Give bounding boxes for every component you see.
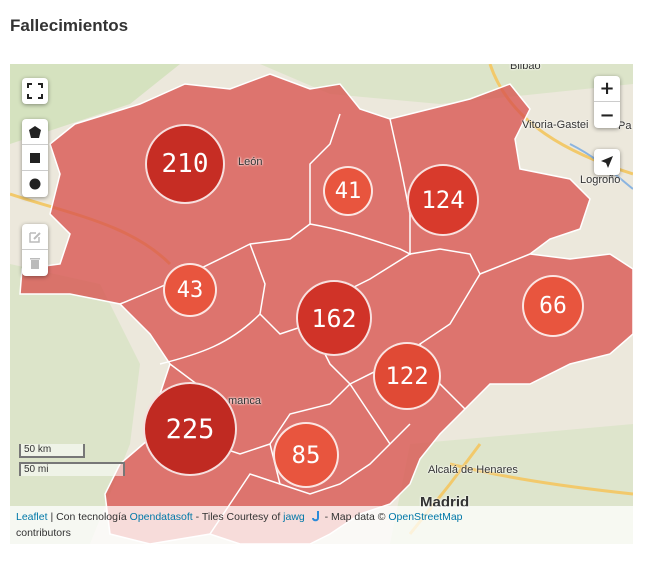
jawg-logo-icon: [311, 511, 319, 522]
location-arrow-icon: [601, 156, 613, 168]
province-border: [349, 383, 391, 445]
fullscreen-button[interactable]: [22, 78, 48, 104]
polygon-icon: [29, 125, 41, 138]
attribution-text: contributors: [16, 527, 71, 539]
cluster-marker[interactable]: 43: [163, 263, 217, 317]
basemap-label-leon: León: [238, 156, 263, 168]
cluster-marker[interactable]: 162: [296, 280, 372, 356]
zoom-in-button[interactable]: +: [594, 76, 620, 102]
basemap-label-bilbao: Bilbao: [510, 64, 541, 72]
cluster-marker[interactable]: 122: [373, 342, 441, 410]
province-border: [309, 118, 411, 256]
map-attribution: Leaflet | Con tecnología Opendatasoft - …: [10, 506, 633, 544]
circle-icon: [29, 178, 41, 190]
draw-toolbar: [22, 119, 48, 197]
map-container[interactable]: Bilbao Vitoria-Gastei Pa Logroño León ma…: [10, 64, 633, 544]
attribution-text: | Con tecnología: [47, 511, 130, 523]
basemap-label-logrono: Logroño: [580, 174, 621, 186]
locate-button[interactable]: [594, 149, 620, 175]
basemap-green-area: [10, 64, 180, 144]
zoom-control: + −: [594, 76, 620, 128]
scale-mi: 50 mi: [19, 462, 125, 476]
zoom-out-button[interactable]: −: [599, 104, 615, 126]
draw-circle-button[interactable]: [22, 171, 48, 197]
cluster-count: 66: [539, 293, 567, 319]
cluster-marker[interactable]: 85: [273, 422, 339, 488]
basemap-label-vitoria: Vitoria-Gastei: [522, 119, 589, 131]
cluster-marker[interactable]: 124: [407, 164, 479, 236]
fullscreen-icon: [27, 83, 43, 99]
cluster-marker[interactable]: 41: [323, 166, 373, 216]
draw-polygon-button[interactable]: [22, 119, 48, 145]
attribution-text: - Tiles Courtesy of: [192, 511, 284, 523]
basemap-label-pa: Pa: [618, 120, 632, 132]
edit-icon: [29, 231, 41, 243]
leaflet-link[interactable]: Leaflet: [16, 511, 48, 523]
attribution-text: - Map data ©: [324, 511, 389, 523]
edit-layers-button[interactable]: [22, 224, 48, 250]
rectangle-icon: [30, 152, 40, 163]
cluster-count: 162: [311, 303, 357, 333]
cluster-count: 225: [165, 413, 215, 445]
cluster-count: 210: [161, 149, 209, 179]
locate-control: [594, 149, 620, 175]
basemap-label-alcala: Alcalá de Henares: [428, 464, 518, 476]
basemap-green-area: [260, 64, 633, 104]
cluster-marker[interactable]: 66: [522, 275, 584, 337]
cluster-count: 43: [176, 277, 204, 303]
trash-icon: [30, 258, 40, 269]
page-title: Fallecimientos: [10, 16, 129, 35]
cluster-marker[interactable]: 210: [145, 124, 225, 204]
opendatasoft-link[interactable]: Opendatasoft: [129, 511, 193, 523]
draw-rectangle-button[interactable]: [22, 145, 48, 171]
osm-link[interactable]: OpenStreetMap: [388, 511, 463, 523]
cluster-marker[interactable]: 225: [143, 382, 237, 476]
cluster-count: 124: [421, 186, 465, 214]
scale-km: 50 km: [19, 444, 85, 458]
cluster-count: 41: [334, 178, 362, 204]
province-border: [119, 113, 341, 305]
delete-layers-button[interactable]: [22, 250, 48, 276]
cluster-count: 85: [291, 441, 321, 469]
province-border: [249, 243, 411, 335]
basemap-road: [449, 462, 633, 496]
edit-toolbar: [22, 224, 48, 276]
province-border: [159, 313, 261, 365]
basemap-label-salamanca: manca: [228, 395, 262, 407]
fullscreen-control: [22, 78, 48, 104]
province-border: [409, 248, 531, 275]
jawg-link[interactable]: jawg: [283, 511, 305, 523]
cluster-count: 122: [385, 362, 429, 390]
